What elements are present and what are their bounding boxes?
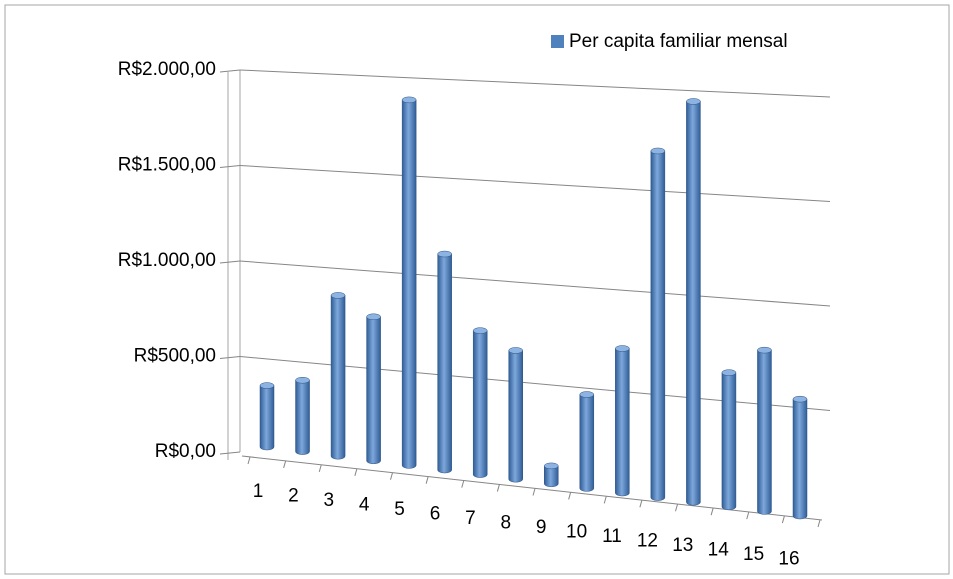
bar <box>650 150 666 501</box>
bar-top <box>508 347 523 354</box>
bar-top <box>650 147 666 155</box>
x-tick-mark <box>710 508 714 516</box>
x-tick-label: 4 <box>359 495 370 516</box>
y-tick-label: R$1.000,00 <box>118 250 216 271</box>
x-tick-mark <box>247 456 251 465</box>
x-tick-label: 7 <box>465 508 476 529</box>
tick-mark <box>219 356 241 359</box>
bar-top <box>544 462 559 470</box>
bar-top <box>437 250 452 258</box>
bar-top <box>259 382 275 389</box>
x-tick-mark <box>781 515 785 524</box>
bar <box>366 316 381 465</box>
bar-top <box>792 395 808 403</box>
legend-label: Per capita familiar mensal <box>569 31 788 52</box>
grid-line <box>239 165 831 202</box>
y-tick-label: R$0,00 <box>155 441 216 462</box>
y-tick-label: R$1.500,00 <box>118 155 216 176</box>
bar-top <box>579 391 595 398</box>
tick-mark <box>219 451 241 455</box>
bar <box>259 385 275 451</box>
bar <box>579 394 595 492</box>
bar-top <box>615 345 630 352</box>
x-tick-mark <box>283 460 287 469</box>
x-tick-mark <box>568 492 572 500</box>
bar <box>686 101 701 506</box>
bars <box>259 96 808 520</box>
bar-top <box>757 346 772 354</box>
grid-line <box>239 260 831 307</box>
x-tick-label: 16 <box>778 549 799 570</box>
x-tick-label: 12 <box>637 531 658 552</box>
bar-top <box>472 327 488 334</box>
bar-top <box>721 369 737 376</box>
x-tick-label: 1 <box>253 481 264 502</box>
y-tick-label: R$2.000,00 <box>118 59 216 80</box>
grid-line <box>239 69 831 98</box>
x-tick-mark <box>461 480 465 488</box>
tick-mark <box>219 260 241 264</box>
x-tick-mark <box>425 476 429 484</box>
tick-mark <box>219 165 241 168</box>
tick-mark <box>219 69 241 73</box>
x-tick-label: 13 <box>672 535 693 556</box>
bar <box>757 349 772 515</box>
bar <box>437 253 452 474</box>
bar-top <box>401 96 417 104</box>
x-tick-mark <box>354 468 358 476</box>
bar-top <box>686 98 701 105</box>
x-tick-mark <box>603 496 607 504</box>
x-tick-mark <box>390 472 393 480</box>
x-tick-label: 10 <box>566 522 587 543</box>
x-tick-mark <box>639 500 643 508</box>
x-tick-label: 9 <box>536 517 547 538</box>
x-tick-mark <box>532 488 536 496</box>
x-tick-label: 11 <box>602 526 622 547</box>
x-tick-label: 5 <box>394 499 405 520</box>
bar <box>330 295 346 460</box>
bar <box>544 465 559 488</box>
y-tick-label: R$500,00 <box>134 346 216 367</box>
chart-frame <box>4 4 950 575</box>
bar <box>508 350 523 483</box>
legend: Per capita familiar mensal <box>551 31 788 52</box>
bar <box>295 379 310 455</box>
x-tick-mark <box>318 464 322 473</box>
x-tick-mark <box>817 519 821 528</box>
bar <box>472 330 488 478</box>
x-tick-label: 2 <box>288 486 299 507</box>
x-tick-label: 15 <box>743 544 764 565</box>
x-tick-mark <box>496 484 500 492</box>
bar <box>792 398 808 520</box>
bar <box>401 99 417 469</box>
bar-top <box>295 376 310 384</box>
bar-top <box>330 292 346 299</box>
bar <box>721 372 737 511</box>
x-tick-mark <box>746 511 750 520</box>
x-tick-label: 6 <box>430 504 441 525</box>
x-tick-mark <box>675 504 678 512</box>
bar-top <box>366 313 381 321</box>
bar <box>615 348 630 497</box>
legend-swatch <box>551 35 564 48</box>
x-tick-label: 8 <box>501 513 512 534</box>
x-tick-label: 3 <box>324 490 335 511</box>
x-tick-label: 14 <box>708 540 730 561</box>
